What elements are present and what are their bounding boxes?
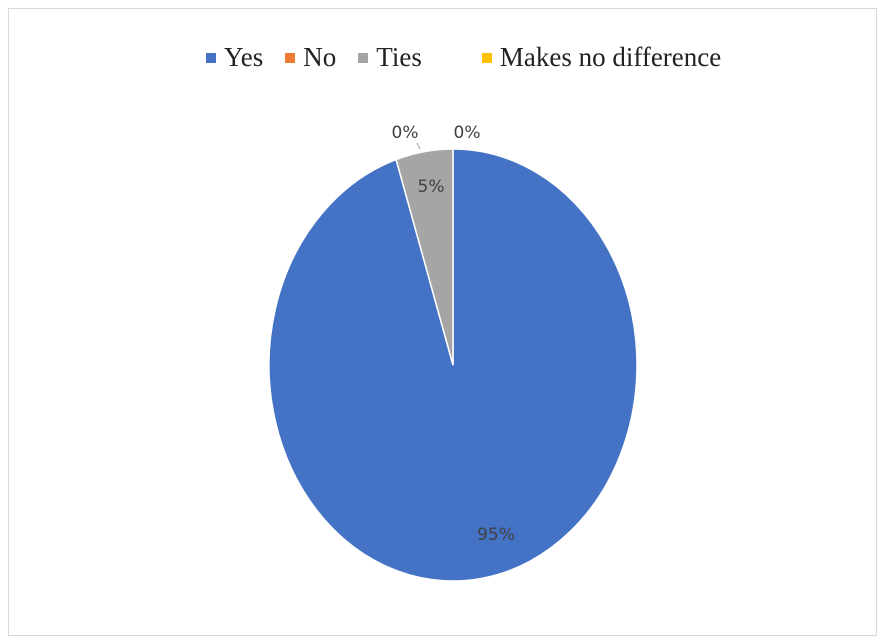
legend-item-makes-no-difference: Makes no difference: [481, 42, 722, 73]
legend-label-makes-no-difference: Makes no difference: [499, 42, 722, 72]
data-label-yes: 95%: [477, 525, 515, 545]
legend-swatch-makes-no-difference: [481, 52, 492, 63]
data-label-ties: 5%: [418, 177, 445, 197]
legend-label-yes: Yes: [224, 42, 264, 72]
legend-swatch-yes: [206, 52, 216, 63]
legend-item-no: No: [285, 42, 336, 73]
legend-item-yes: Yes: [206, 42, 263, 73]
pie-slice-ties: [395, 148, 454, 366]
data-label-makes-no-difference: 0%: [392, 123, 419, 143]
legend-swatch-ties: [358, 52, 369, 63]
legend-item-ties: Ties: [358, 42, 422, 73]
legend-label-no: No: [303, 42, 337, 72]
data-label-no: 0%: [454, 123, 481, 143]
leader-line: [416, 142, 421, 150]
chart-legend: Yes No Ties Makes no difference: [206, 42, 721, 73]
pie-slices: [268, 148, 638, 582]
legend-swatch-no: [285, 52, 296, 63]
legend-label-ties: Ties: [376, 42, 422, 72]
pie-data-labels: 95% 0% 5% 0%: [392, 123, 515, 545]
